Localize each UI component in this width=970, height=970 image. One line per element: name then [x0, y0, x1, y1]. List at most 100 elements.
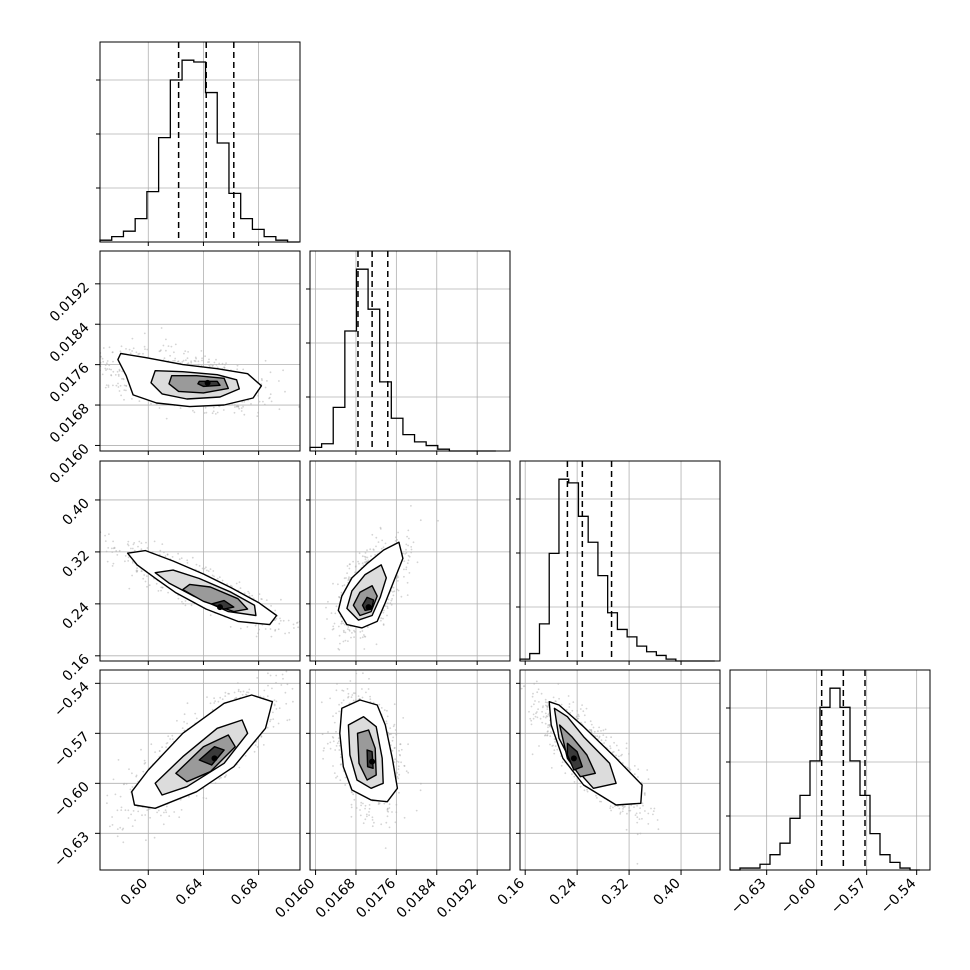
scatter-point	[137, 810, 140, 813]
scatter-point	[274, 628, 277, 631]
scatter-point	[176, 719, 178, 722]
scatter-point	[327, 731, 329, 733]
scatter-point	[116, 835, 119, 838]
scatter-point	[185, 359, 187, 362]
scatter-point	[187, 351, 190, 353]
scatter-point	[354, 571, 356, 574]
scatter-point	[117, 759, 120, 761]
scatter-point	[337, 583, 339, 586]
scatter-point	[239, 587, 242, 589]
scatter-point	[215, 363, 218, 366]
scatter-point	[363, 634, 365, 636]
scatter-point	[391, 598, 393, 600]
scatter-point	[270, 635, 273, 638]
scatter-point	[338, 634, 341, 637]
scatter-point	[143, 332, 146, 335]
scatter-point	[342, 640, 345, 643]
scatter-point	[367, 626, 369, 628]
scatter-point	[359, 637, 362, 639]
scatter-point	[158, 407, 161, 409]
scatter-point	[339, 756, 342, 759]
scatter-point	[266, 726, 269, 729]
scatter-point	[240, 407, 243, 409]
scatter-point	[173, 351, 175, 354]
scatter-point	[117, 382, 119, 385]
scatter-point	[408, 537, 410, 540]
scatter-point	[165, 349, 167, 352]
scatter-point	[170, 345, 173, 348]
scatter-point	[336, 775, 339, 778]
scatter-point	[243, 592, 246, 595]
scatter-point	[293, 627, 295, 629]
scatter-point	[403, 816, 406, 819]
scatter-point	[364, 804, 367, 807]
scatter-point	[242, 368, 245, 371]
scatter-point	[247, 590, 250, 593]
scatter-point	[131, 398, 133, 400]
scatter-point	[129, 788, 132, 791]
scatter-point	[146, 348, 149, 351]
scatter-point	[194, 712, 197, 715]
scatter-point	[279, 617, 281, 620]
scatter-point	[340, 591, 343, 594]
scatter-point	[379, 526, 382, 529]
scatter-point	[264, 628, 267, 630]
scatter-point	[220, 776, 222, 779]
scatter-point	[174, 343, 177, 346]
scatter-point	[262, 744, 265, 746]
scatter-point	[346, 572, 348, 575]
scatter-point	[131, 772, 133, 775]
scatter-point	[257, 411, 259, 414]
scatter-point	[168, 815, 171, 817]
scatter-point	[246, 691, 248, 694]
scatter-point	[128, 587, 131, 590]
scatter-point	[400, 595, 403, 598]
scatter-point	[213, 361, 216, 364]
scatter-point	[278, 380, 280, 382]
scatter-point	[140, 570, 143, 573]
scatter-point	[352, 560, 354, 563]
scatter-point	[209, 702, 212, 705]
scatter-point	[361, 636, 364, 639]
scatter-point	[364, 558, 367, 561]
scatter-point	[127, 540, 130, 543]
scatter-point	[437, 519, 439, 522]
scatter-point	[166, 553, 169, 556]
scatter-point	[178, 558, 181, 561]
scatter-point	[382, 546, 385, 549]
scatter-point	[269, 718, 272, 721]
scatter-point	[332, 625, 335, 628]
scatter-point	[331, 628, 334, 631]
scatter-point	[124, 560, 126, 563]
scatter-point	[384, 605, 387, 607]
scatter-point	[269, 393, 272, 396]
scatter-point	[396, 588, 399, 591]
scatter-point	[348, 630, 351, 632]
scatter-point	[406, 581, 409, 584]
scatter-point	[203, 412, 206, 414]
scatter-point	[119, 384, 122, 387]
scatter-point	[239, 627, 242, 630]
scatter-point	[342, 699, 345, 702]
scatter-point	[287, 619, 290, 622]
scatter-point	[370, 555, 372, 557]
scatter-point	[179, 798, 182, 801]
scatter-point	[238, 766, 241, 769]
scatter-point	[334, 612, 337, 615]
scatter-point	[371, 825, 374, 828]
density-peak	[217, 604, 223, 611]
scatter-point	[121, 370, 124, 373]
scatter-point	[125, 783, 128, 785]
scatter-point	[333, 721, 336, 724]
scatter-point	[362, 802, 364, 805]
scatter-point	[366, 556, 369, 559]
scatter-point	[236, 368, 239, 371]
scatter-point	[110, 368, 112, 371]
scatter-point	[387, 598, 390, 601]
scatter-point	[218, 777, 221, 780]
scatter-point	[406, 535, 408, 538]
scatter-point	[106, 794, 109, 797]
scatter-point	[224, 691, 227, 694]
scatter-point	[171, 738, 174, 740]
scatter-point	[106, 560, 109, 563]
